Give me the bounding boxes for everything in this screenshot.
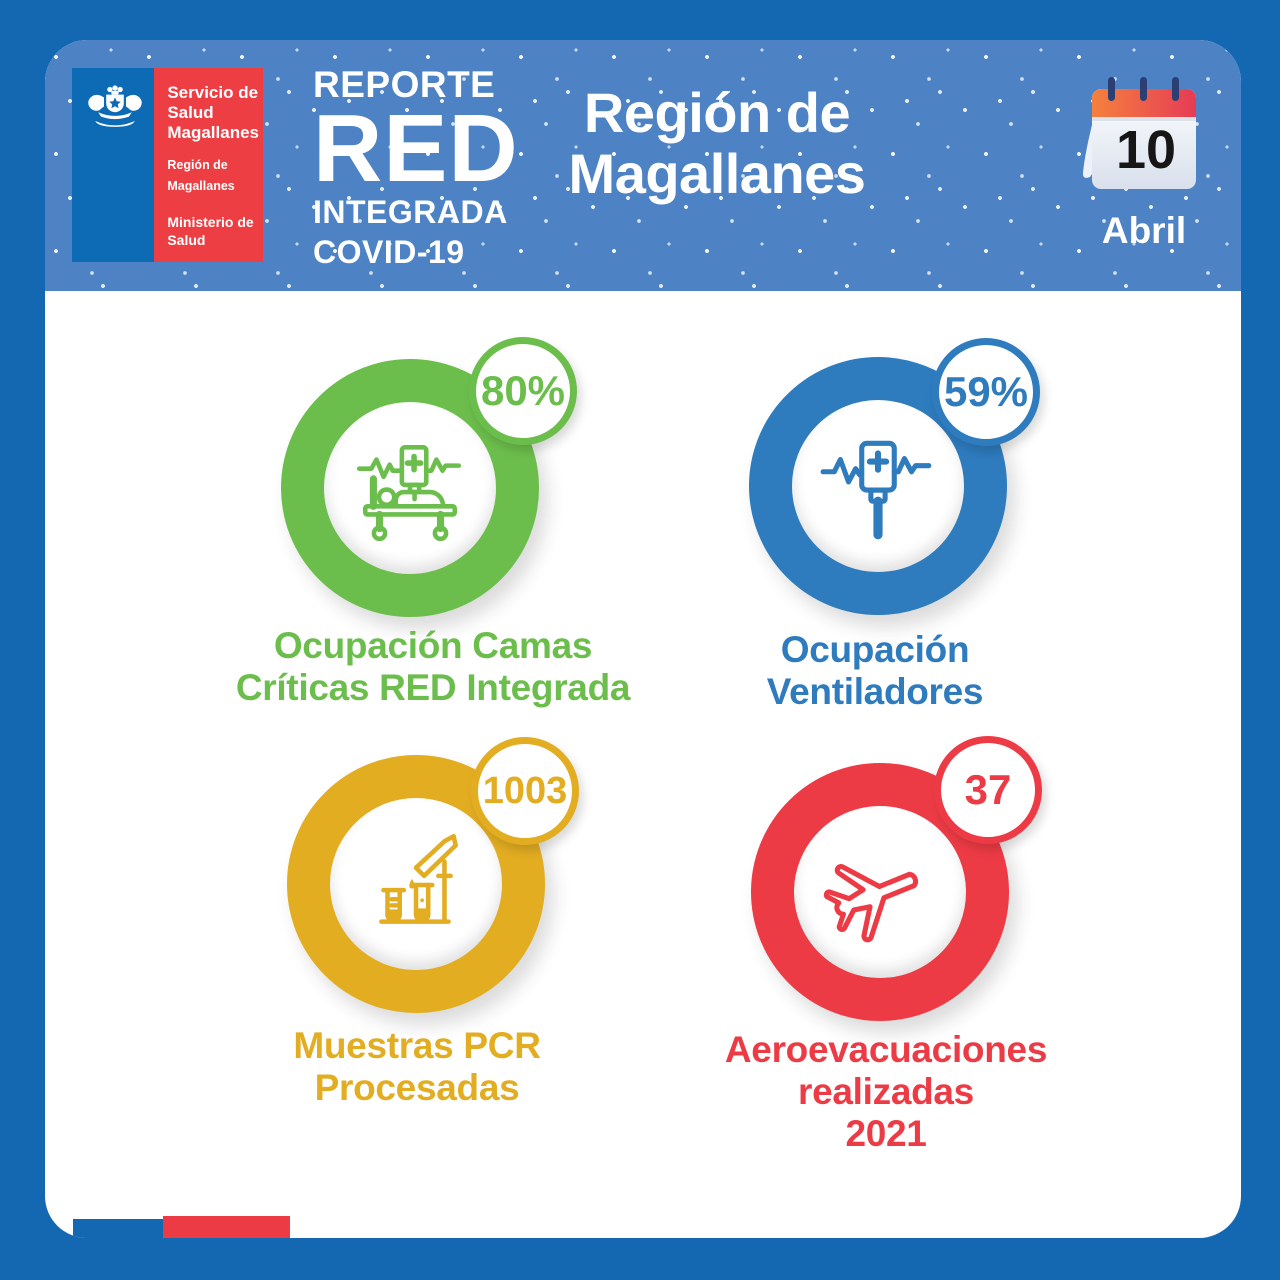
stat-value-badge-camas: 80% xyxy=(469,337,577,445)
calendar-month: Abril xyxy=(1101,210,1187,251)
report-title-line2: RED xyxy=(313,95,519,202)
stat-aeroevacuaciones: 37 Aeroevacuaciones realizadas 2021 xyxy=(45,40,1241,1238)
report-title-line1: REPORTE xyxy=(313,64,496,105)
logo-region: Región de Magallanes xyxy=(167,158,235,193)
pcr-samples-icon xyxy=(355,823,477,945)
stat-label-pcr: Muestras PCR Procesadas xyxy=(293,1025,541,1108)
region-title-line2: Magallanes xyxy=(568,142,866,205)
report-title-line4: COVID-19 xyxy=(313,234,465,270)
stat-value-badge-pcr: 1003 xyxy=(471,737,579,845)
date-widget: 10 Abril xyxy=(1077,77,1211,252)
logo-blue-panel xyxy=(72,68,155,262)
calendar-icon: 10 xyxy=(1082,77,1196,189)
hospital-bed-icon xyxy=(349,427,471,549)
region-title-line1: Región de xyxy=(583,81,851,144)
stat-label-camas: Ocupación Camas Críticas RED Integrada xyxy=(235,625,631,708)
logo-ministry: Ministerio de Salud xyxy=(167,214,254,248)
logo-org-name: Servicio de Salud Magallanes xyxy=(167,83,259,142)
stat-label-ventiladores: Ocupación Ventiladores xyxy=(766,629,984,712)
report-title: REPORTE RED INTEGRADA COVID-19 xyxy=(313,64,519,272)
chile-coat-of-arms-icon xyxy=(88,85,142,127)
airplane-icon xyxy=(819,831,941,953)
logo-red-panel: Servicio de Salud Magallanes Región de M… xyxy=(154,68,263,262)
ventilator-icon xyxy=(817,425,939,547)
footer-flag-bar-red xyxy=(163,1216,290,1238)
stat-value-badge-aeroevacuaciones: 37 xyxy=(934,736,1042,844)
stat-camas-criticas: 80% Ocupación Camas Críticas RED Integra… xyxy=(45,40,1241,1238)
calendar-day: 10 xyxy=(1116,120,1176,180)
report-title-line3: INTEGRADA xyxy=(313,194,508,230)
stat-muestras-pcr: 1003 Muestras PCR Procesadas xyxy=(45,40,1241,1238)
stat-ventiladores: 59% Ocupación Ventiladores xyxy=(45,40,1241,1238)
content-card: Servicio de Salud Magallanes Región de M… xyxy=(45,40,1241,1238)
stat-value-badge-ventiladores: 59% xyxy=(932,338,1040,446)
stat-label-aeroevacuaciones: Aeroevacuaciones realizadas 2021 xyxy=(724,1029,1048,1154)
footer-flag-bar-blue xyxy=(73,1219,163,1238)
header-banner: Servicio de Salud Magallanes Región de M… xyxy=(45,40,1241,291)
servicio-salud-logo: Servicio de Salud Magallanes Región de M… xyxy=(72,68,263,262)
region-title: Región de Magallanes xyxy=(507,82,927,204)
